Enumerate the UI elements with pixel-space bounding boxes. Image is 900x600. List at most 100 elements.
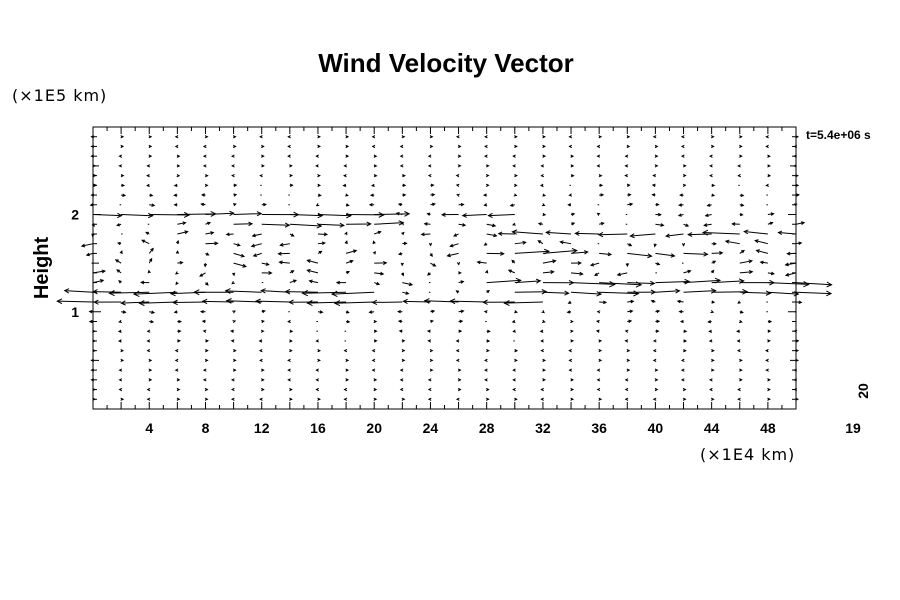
wind-vector-head: [739, 319, 743, 324]
wind-vector-head: [117, 329, 122, 333]
wind-vector-head: [289, 164, 293, 168]
wind-vector: [109, 291, 150, 294]
wind-vector-head: [176, 164, 181, 168]
wind-vector-head: [484, 378, 488, 382]
wind-vector-head: [455, 290, 460, 294]
wind-vector-head: [315, 368, 319, 372]
wind-vector-head: [201, 298, 208, 305]
wind-vector-head: [205, 282, 209, 286]
wind-vector-head: [597, 231, 604, 238]
wind-vector: [252, 233, 262, 237]
wind-vector-head: [395, 212, 400, 216]
wind-vector-head: [568, 358, 573, 363]
wind-vector: [57, 300, 94, 303]
wind-vector-head: [598, 339, 603, 343]
wind-vector-head: [570, 319, 574, 324]
wind-vector-head: [145, 231, 149, 235]
wind-vector-head: [315, 164, 319, 168]
wind-vector-head: [678, 203, 683, 207]
wind-vector-head: [260, 288, 266, 294]
wind-vector-head: [545, 230, 551, 236]
wind-vector-head: [306, 268, 311, 273]
wind-vector-head: [711, 368, 715, 372]
wind-vector-head: [568, 144, 573, 149]
wind-vector-head: [289, 183, 294, 187]
wind-vector-head: [138, 300, 145, 307]
wind-vector-head: [427, 174, 432, 178]
wind-vector-head: [455, 183, 460, 188]
wind-vector-head: [317, 358, 321, 363]
wind-vector-head: [148, 378, 153, 382]
wind-vector-head: [378, 211, 385, 218]
wind-vector-head: [284, 222, 291, 228]
wind-vector-head: [118, 280, 122, 284]
wind-vector-head: [344, 231, 348, 236]
wind-vector: [486, 233, 497, 237]
wind-vector: [307, 301, 347, 304]
wind-vector-head: [765, 358, 769, 363]
wind-vector: [225, 290, 262, 293]
wind-vector-head: [193, 289, 200, 296]
wind-vector-head: [826, 290, 833, 297]
wind-vector-head: [484, 135, 488, 139]
wind-vector-head: [683, 348, 687, 353]
wind-vector-head: [654, 164, 659, 168]
wind-vector-head: [174, 368, 179, 372]
wind-vector-head: [147, 269, 151, 274]
wind-vector-head: [570, 339, 575, 343]
wind-vector-head: [651, 193, 656, 197]
wind-vector: [486, 223, 496, 227]
wind-vector-head: [711, 193, 716, 197]
wind-vector: [739, 271, 753, 274]
wind-vector-head: [570, 164, 575, 168]
wind-vector-head: [251, 233, 256, 238]
wind-vector-head: [514, 135, 518, 139]
wind-vector-head: [764, 349, 769, 353]
wind-vector-head: [289, 387, 293, 392]
wind-vector-head: [514, 144, 518, 149]
wind-vector-head: [225, 298, 232, 304]
wind-vector-head: [739, 135, 743, 139]
wind-vector-head: [568, 349, 572, 353]
wind-vector-head: [261, 154, 265, 158]
wind-vector-head: [202, 164, 207, 168]
wind-vector-head: [624, 387, 629, 392]
wind-vector-head: [462, 223, 467, 227]
wind-vector: [560, 241, 572, 245]
y-tick-label: 2: [71, 207, 79, 223]
time-label: t=5.4e+06 s: [806, 128, 871, 142]
wind-vector-head: [571, 212, 576, 216]
wind-vector-head: [440, 212, 446, 217]
wind-vector-head: [596, 310, 601, 314]
wind-vector-head: [248, 221, 254, 227]
wind-vector-head: [342, 173, 347, 178]
wind-vector-head: [596, 164, 601, 168]
wind-vector-head: [550, 270, 555, 274]
wind-vector-head: [352, 249, 358, 254]
wind-vector-head: [795, 183, 800, 188]
wind-vector-head: [116, 269, 121, 273]
wind-vector-head: [769, 221, 774, 226]
wind-vector-head: [429, 368, 434, 372]
wind-vector-head: [120, 173, 125, 178]
wind-vector-head: [176, 378, 181, 382]
wind-vector-head: [423, 298, 430, 304]
wind-vector-head: [380, 271, 385, 276]
wind-vector: [374, 222, 404, 225]
wind-vector-head: [709, 173, 713, 178]
wind-vector-head: [653, 243, 657, 248]
wind-vector-head: [539, 183, 544, 187]
wind-vector-head: [404, 211, 411, 217]
wind-vector-head: [345, 310, 350, 314]
wind-vector-head: [711, 300, 716, 304]
wind-vector-head: [570, 387, 575, 392]
wind-vector-head: [626, 144, 631, 149]
wind-vector-head: [542, 193, 547, 197]
wind-vector: [755, 239, 769, 245]
wind-vector-head: [315, 378, 319, 382]
wind-vector-head: [514, 310, 518, 314]
horizontal-corner-label: 19: [845, 420, 861, 436]
wind-vector-head: [706, 203, 711, 207]
wind-vector-head: [199, 309, 204, 314]
wind-vector-head: [119, 250, 123, 254]
